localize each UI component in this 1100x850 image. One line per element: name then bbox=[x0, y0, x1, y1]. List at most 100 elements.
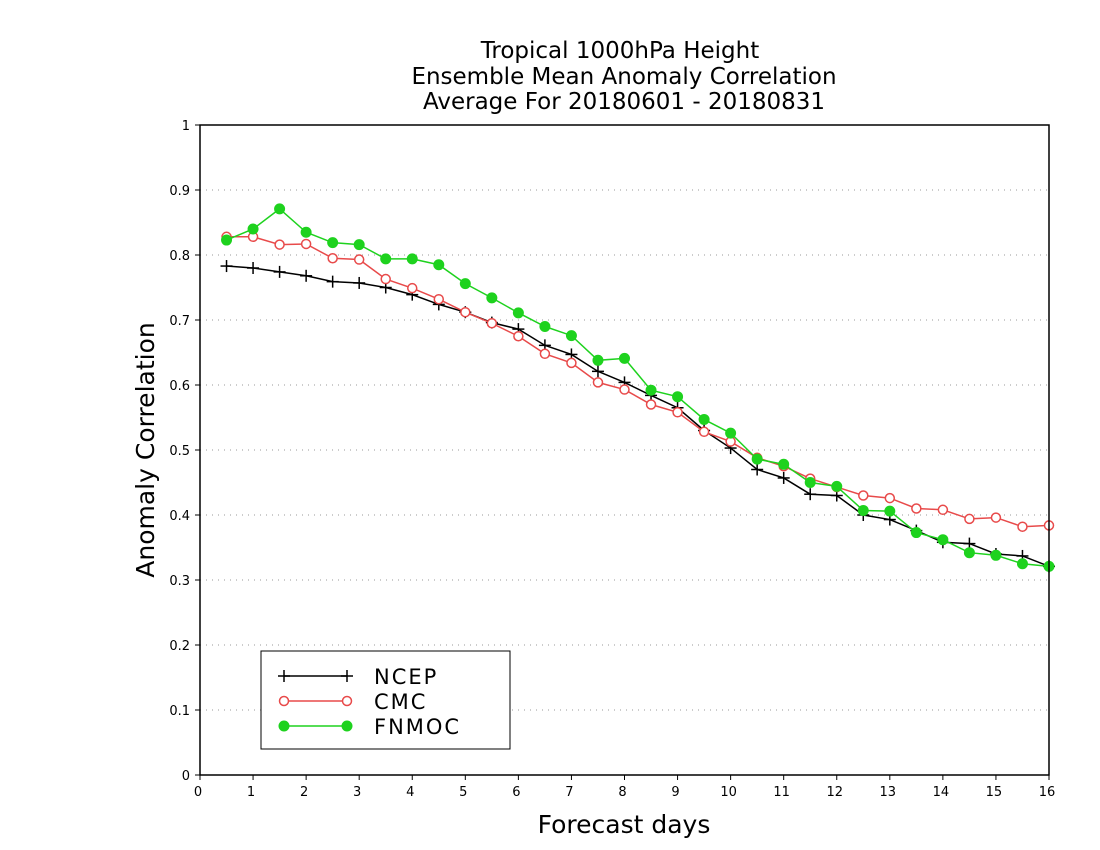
x-tick-label-1: 1 bbox=[247, 785, 255, 800]
fnmoc-point-3 bbox=[300, 226, 312, 238]
y-tick-label-9: 0.9 bbox=[169, 184, 190, 199]
ncep-point-2 bbox=[273, 265, 286, 278]
fnmoc-point-26 bbox=[910, 527, 922, 539]
fnmoc-point-8 bbox=[433, 259, 445, 271]
cmc-point-10 bbox=[486, 318, 498, 329]
ncep-point-14 bbox=[591, 365, 604, 378]
x-tick-label-7: 7 bbox=[565, 785, 573, 800]
x-tick-label-14: 14 bbox=[933, 785, 950, 800]
gridlines bbox=[200, 189, 1049, 711]
cmc-point-9 bbox=[460, 306, 471, 318]
fnmoc-point-27 bbox=[937, 534, 949, 546]
cmc-point-28 bbox=[964, 513, 975, 525]
fnmoc-point-11 bbox=[512, 307, 524, 319]
ncep-point-21 bbox=[777, 471, 790, 484]
title-line-3: Average For 20180601 - 20180831 bbox=[423, 89, 825, 115]
fnmoc-point-16 bbox=[645, 384, 657, 396]
fnmoc-point-20 bbox=[751, 453, 763, 465]
cmc-point-17 bbox=[672, 407, 683, 418]
y-tick-label-2: 0.2 bbox=[169, 639, 190, 654]
y-tick-label-6: 0.6 bbox=[169, 379, 190, 394]
series-fnmoc bbox=[221, 203, 1055, 572]
cmc-point-12 bbox=[539, 348, 551, 360]
fnmoc-point-28 bbox=[963, 547, 975, 559]
cmc-point-3 bbox=[300, 238, 312, 250]
ncep-point-22 bbox=[804, 488, 817, 501]
fnmoc-point-19 bbox=[725, 427, 737, 439]
y-tick-label-3: 0.3 bbox=[169, 574, 190, 589]
fnmoc-point-5 bbox=[353, 239, 365, 251]
fnmoc-point-12 bbox=[539, 321, 551, 332]
ncep-point-1 bbox=[247, 262, 260, 274]
ncep-point-20 bbox=[751, 463, 764, 476]
ncep-line bbox=[226, 265, 1050, 568]
fnmoc-point-15 bbox=[619, 352, 630, 364]
cmc-point-7 bbox=[407, 282, 418, 294]
x-tick-label-5: 5 bbox=[459, 785, 467, 800]
cmc-point-25 bbox=[884, 492, 896, 504]
fnmoc-point-29 bbox=[990, 549, 1002, 561]
cmc-point-11 bbox=[513, 331, 524, 342]
fnmoc-point-0 bbox=[221, 234, 233, 246]
x-tick-label-9: 9 bbox=[671, 785, 679, 800]
legend-marker-start-fnmoc bbox=[278, 720, 290, 732]
legend-marker-end-ncep bbox=[341, 670, 353, 682]
fnmoc-point-2 bbox=[274, 203, 286, 215]
x-axis-ticks: 0 1 2 3 4 5 6 7 8 9 10 11 12 13 14 15 16 bbox=[194, 775, 1055, 800]
title-line-2: Ensemble Mean Anomaly Correlation bbox=[411, 64, 836, 90]
ncep-point-4 bbox=[326, 275, 339, 288]
x-tick-label-0: 0 bbox=[194, 785, 202, 800]
legend-label-fnmoc: FNMOC bbox=[374, 715, 461, 739]
y-axis-ticks: 0 0.1 0.2 0.3 0.4 0.5 0.6 0.7 0.8 0.9 1 bbox=[169, 119, 200, 784]
ncep-point-0 bbox=[220, 260, 233, 273]
x-tick-label-11: 11 bbox=[773, 785, 790, 800]
cmc-point-13 bbox=[566, 357, 577, 369]
cmc-point-26 bbox=[911, 503, 922, 514]
fnmoc-point-21 bbox=[778, 458, 790, 470]
fnmoc-point-10 bbox=[486, 292, 498, 304]
title-line-1: Tropical 1000hPa Height bbox=[480, 38, 760, 64]
fnmoc-point-6 bbox=[380, 253, 392, 265]
y-tick-label-0: 0 bbox=[182, 769, 190, 784]
legend-marker-end-cmc bbox=[341, 695, 353, 707]
y-tick-label-5: 0.5 bbox=[169, 444, 190, 459]
fnmoc-point-1 bbox=[247, 223, 259, 235]
fnmoc-point-22 bbox=[804, 477, 816, 488]
series-cmc bbox=[221, 231, 1055, 532]
x-axis-label: Forecast days bbox=[538, 810, 711, 839]
x-tick-label-3: 3 bbox=[353, 785, 361, 800]
y-axis-label: Anomaly Correlation bbox=[131, 322, 160, 577]
x-tick-label-10: 10 bbox=[720, 785, 737, 800]
cmc-point-16 bbox=[645, 399, 657, 410]
x-tick-label-8: 8 bbox=[618, 785, 626, 800]
fnmoc-point-7 bbox=[406, 253, 418, 265]
fnmoc-point-23 bbox=[831, 480, 843, 492]
fnmoc-point-18 bbox=[698, 413, 710, 425]
cmc-point-14 bbox=[592, 377, 604, 388]
cmc-point-2 bbox=[274, 239, 285, 250]
series-ncep bbox=[220, 260, 1055, 573]
x-tick-label-12: 12 bbox=[826, 785, 843, 800]
y-tick-label-8: 0.8 bbox=[169, 249, 190, 264]
legend-box bbox=[260, 650, 511, 750]
series-group bbox=[220, 203, 1055, 573]
fnmoc-point-17 bbox=[672, 391, 684, 403]
x-tick-label-15: 15 bbox=[986, 785, 1003, 800]
fnmoc-point-4 bbox=[327, 237, 339, 249]
fnmoc-point-30 bbox=[1016, 558, 1028, 570]
fnmoc-point-13 bbox=[565, 330, 577, 342]
x-tick-label-4: 4 bbox=[406, 785, 414, 800]
cmc-point-30 bbox=[1017, 521, 1028, 532]
y-tick-label-4: 0.4 bbox=[169, 509, 190, 524]
legend-marker-end-fnmoc bbox=[341, 720, 353, 732]
x-tick-label-6: 6 bbox=[512, 785, 520, 800]
cmc-point-6 bbox=[380, 273, 391, 285]
legend-label-ncep: NCEP bbox=[374, 665, 438, 689]
legend-marker-start-ncep bbox=[278, 670, 290, 682]
fnmoc-point-24 bbox=[857, 504, 869, 516]
ncep-point-3 bbox=[300, 269, 313, 282]
cmc-point-8 bbox=[433, 293, 445, 305]
fnmoc-point-25 bbox=[884, 505, 896, 517]
